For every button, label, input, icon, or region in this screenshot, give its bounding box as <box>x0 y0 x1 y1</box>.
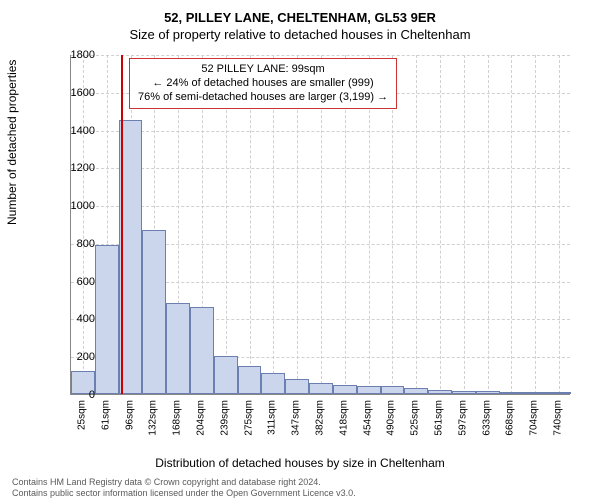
x-tick-label: 490sqm <box>386 400 397 436</box>
gridline-v <box>83 55 84 394</box>
x-tick-label: 704sqm <box>529 400 540 436</box>
x-tick-label: 418sqm <box>338 400 349 436</box>
x-tick-label: 597sqm <box>457 400 468 436</box>
x-tick-label: 525sqm <box>410 400 421 436</box>
histogram-bar <box>214 356 238 394</box>
y-tick-label: 800 <box>55 238 95 250</box>
histogram-bar <box>500 392 524 394</box>
annotation-line-2: ← 24% of detached houses are smaller (99… <box>138 77 388 91</box>
histogram-bar <box>428 390 452 394</box>
histogram-bar <box>333 385 357 394</box>
x-tick-label: 633sqm <box>481 400 492 436</box>
title-block: 52, PILLEY LANE, CHELTENHAM, GL53 9ER Si… <box>0 0 600 42</box>
chart-container: { "chart": { "type": "histogram", "addre… <box>0 0 600 500</box>
y-tick-label: 0 <box>55 389 95 401</box>
subject-marker-line <box>121 55 123 394</box>
y-tick-label: 1400 <box>55 125 95 137</box>
x-axis-label: Distribution of detached houses by size … <box>0 456 600 470</box>
y-tick-label: 1800 <box>55 49 95 61</box>
y-tick-label: 1600 <box>55 87 95 99</box>
gridline-v <box>535 55 536 394</box>
histogram-bar <box>523 392 547 394</box>
histogram-bar <box>357 386 381 395</box>
chart-subtitle: Size of property relative to detached ho… <box>0 27 600 42</box>
x-tick-label: 561sqm <box>434 400 445 436</box>
gridline-v <box>511 55 512 394</box>
annotation-box: 52 PILLEY LANE: 99sqm← 24% of detached h… <box>129 58 397 109</box>
x-tick-label: 25sqm <box>76 400 87 430</box>
gridline-v <box>440 55 441 394</box>
y-tick-label: 400 <box>55 313 95 325</box>
y-tick-label: 1000 <box>55 200 95 212</box>
histogram-bar <box>142 230 166 394</box>
y-tick-label: 1200 <box>55 162 95 174</box>
x-tick-label: 454sqm <box>362 400 373 436</box>
x-tick-label: 275sqm <box>243 400 254 436</box>
histogram-bar <box>309 383 333 394</box>
gridline-v <box>559 55 560 394</box>
footer-line-2: Contains public sector information licen… <box>12 488 356 499</box>
histogram-bar <box>404 388 428 394</box>
histogram-bar <box>381 386 405 394</box>
footer-line-1: Contains HM Land Registry data © Crown c… <box>12 477 356 488</box>
x-tick-label: 204sqm <box>195 400 206 436</box>
x-tick-label: 668sqm <box>505 400 516 436</box>
x-tick-label: 382sqm <box>315 400 326 436</box>
gridline-v <box>488 55 489 394</box>
annotation-line-1: 52 PILLEY LANE: 99sqm <box>138 63 388 77</box>
x-tick-label: 168sqm <box>172 400 183 436</box>
histogram-bar <box>166 303 190 394</box>
histogram-bar <box>190 307 214 394</box>
histogram-bar <box>476 391 500 394</box>
histogram-bar <box>547 392 571 394</box>
x-tick-label: 740sqm <box>553 400 564 436</box>
gridline-v <box>416 55 417 394</box>
annotation-line-3: 76% of semi-detached houses are larger (… <box>138 91 388 105</box>
x-tick-label: 239sqm <box>219 400 230 436</box>
y-tick-label: 200 <box>55 351 95 363</box>
y-axis-label: Number of detached properties <box>5 60 19 225</box>
footer-attribution: Contains HM Land Registry data © Crown c… <box>12 477 356 499</box>
histogram-bar <box>261 373 285 394</box>
x-tick-label: 311sqm <box>267 400 278 435</box>
histogram-bar <box>285 379 309 394</box>
plot-area: 52 PILLEY LANE: 99sqm← 24% of detached h… <box>70 55 570 395</box>
x-tick-label: 61sqm <box>100 400 111 430</box>
chart-address: 52, PILLEY LANE, CHELTENHAM, GL53 9ER <box>0 10 600 25</box>
histogram-bar <box>238 366 262 394</box>
histogram-bar <box>452 391 476 394</box>
x-tick-label: 132sqm <box>148 400 159 436</box>
x-tick-label: 347sqm <box>291 400 302 436</box>
histogram-bar <box>95 245 119 394</box>
y-tick-label: 600 <box>55 276 95 288</box>
x-tick-label: 96sqm <box>124 400 135 430</box>
gridline-v <box>464 55 465 394</box>
